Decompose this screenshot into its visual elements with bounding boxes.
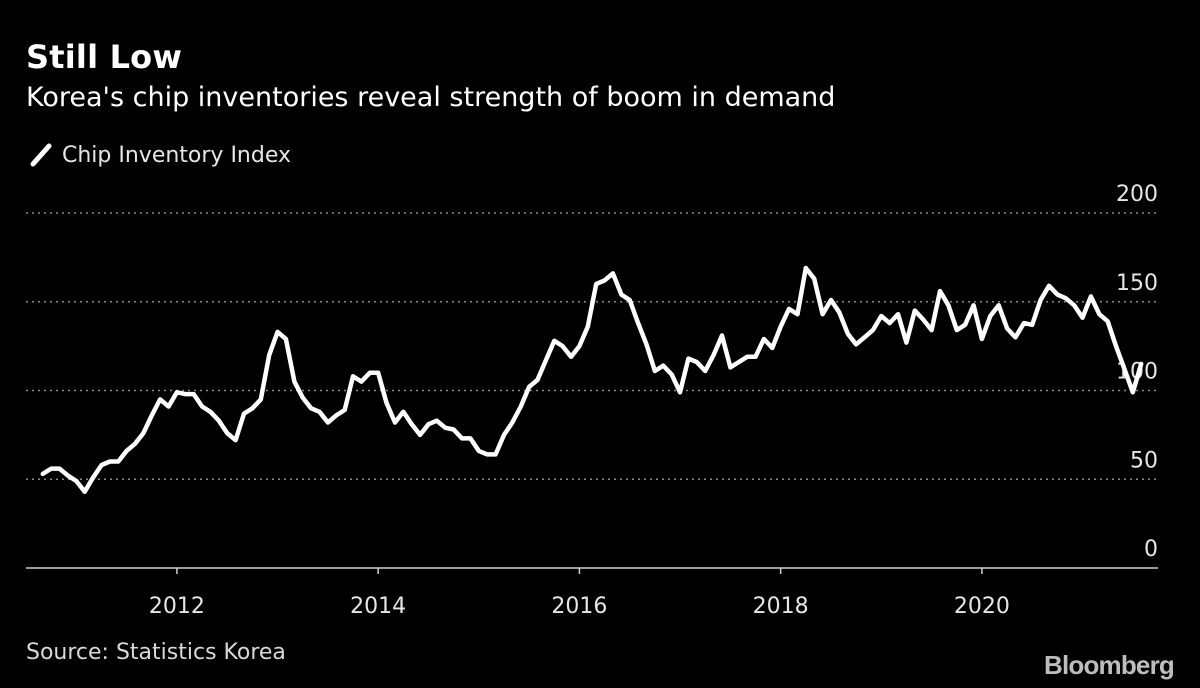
y-tick-label: 200 <box>1116 182 1158 207</box>
x-tick-label: 2016 <box>551 594 607 619</box>
y-tick-label: 50 <box>1130 448 1158 473</box>
y-tick-label: 150 <box>1116 271 1158 296</box>
x-tick-label: 2018 <box>753 594 809 619</box>
chart-title: Still Low <box>26 38 183 76</box>
legend: Chip Inventory Index <box>30 142 291 168</box>
bloomberg-logo: Bloomberg <box>1043 650 1175 680</box>
x-tick-label: 2020 <box>954 594 1010 619</box>
legend-label: Chip Inventory Index <box>62 142 292 168</box>
chart-subtitle: Korea's chip inventories reveal strength… <box>26 82 836 113</box>
x-tick-label: 2012 <box>149 594 205 619</box>
x-tick-label: 2014 <box>350 594 406 619</box>
source-note: Source: Statistics Korea <box>26 640 286 665</box>
y-tick-label: 0 <box>1144 537 1158 562</box>
line-swatch-icon <box>30 143 52 167</box>
series-line-chip-inventory-index <box>40 265 1144 494</box>
